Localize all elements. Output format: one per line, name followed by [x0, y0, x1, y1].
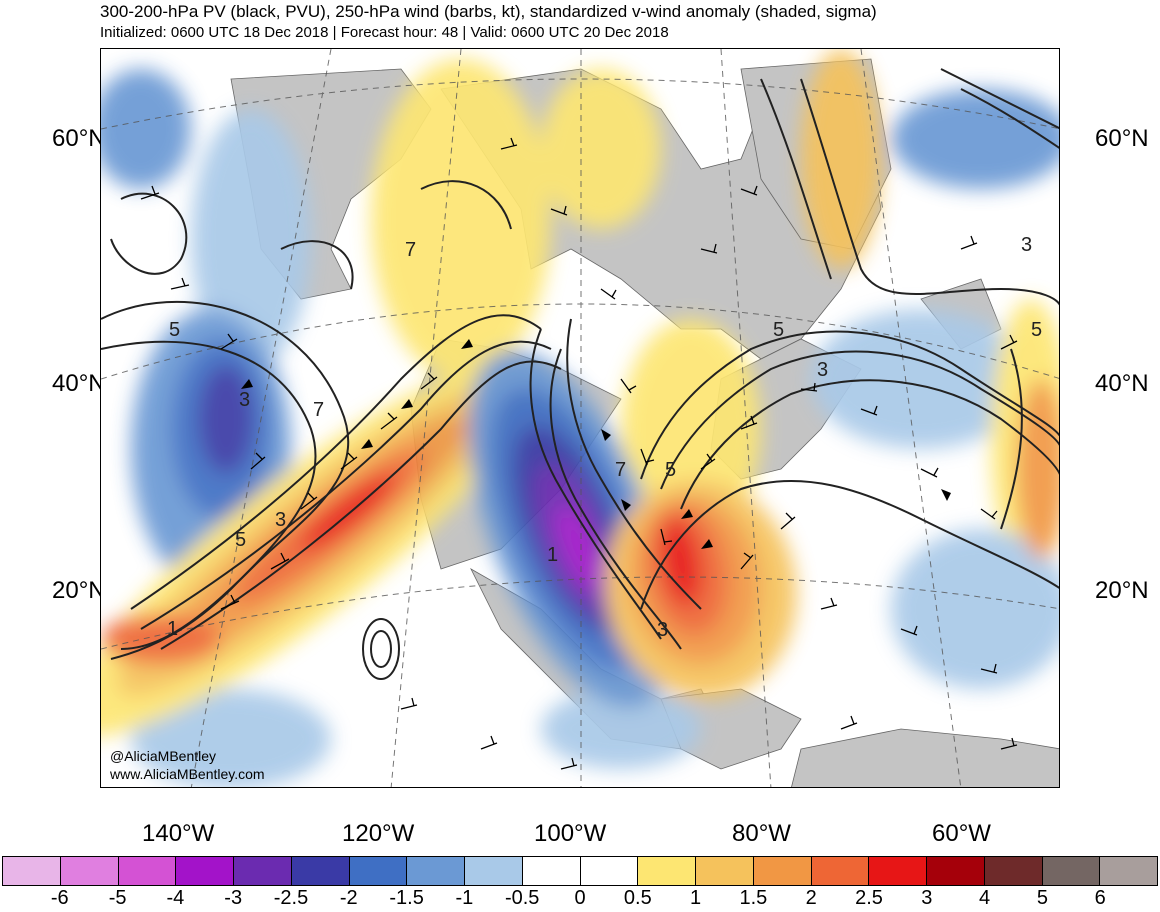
colorbar-tick-label: 2.5	[855, 887, 883, 909]
contour-label: 5	[169, 319, 180, 341]
lon-label-60w: 60°W	[932, 820, 991, 847]
lon-label-120w: 120°W	[342, 820, 415, 847]
contour-labels: 3 5 7 1 3 5 7 1 3 5 7 3 5 3 5	[167, 234, 1042, 641]
colorbar-tick-label: -0.5	[504, 887, 540, 909]
contour-label: 5	[773, 319, 784, 341]
colorbar-swatch	[580, 857, 639, 885]
credit-handle: @AliciaMBentley	[110, 748, 217, 764]
contour-label: 5	[235, 529, 246, 551]
colorbar-tick-label: -1.5	[389, 887, 424, 909]
land-south-america	[791, 728, 1059, 787]
lat-label-20n-left: 20°N	[52, 577, 106, 604]
colorbar-swatch	[696, 857, 754, 885]
colorbar-swatch	[927, 857, 985, 885]
lon-label-140w: 140°W	[142, 820, 215, 847]
lat-label-60n-right: 60°N	[1095, 125, 1149, 152]
colorbar-tick-label: -1	[455, 887, 474, 909]
chart-subtitle: Initialized: 0600 UTC 18 Dec 2018 | Fore…	[100, 24, 669, 41]
colorbar-tick-label: 1	[690, 887, 702, 909]
colorbar-tick-label: -2.5	[273, 887, 309, 909]
lat-label-20n-right: 20°N	[1095, 577, 1149, 604]
colorbar-tick-label: 0	[574, 887, 586, 909]
contour-label: 7	[313, 399, 324, 421]
contour-label: 7	[405, 239, 416, 261]
colorbar-tick-label: 4	[979, 887, 991, 909]
pv-contours	[101, 68, 1059, 680]
colorbar-tick-label: 3	[921, 887, 933, 909]
contour-label: 1	[547, 544, 558, 566]
colorbar-swatch	[407, 857, 465, 885]
map-canvas: 3 5 7 1 3 5 7 1 3 5 7 3 5 3 5	[101, 49, 1059, 787]
colorbar-swatch	[234, 857, 292, 885]
colorbar-tick-label: 1.5	[739, 887, 768, 909]
colorbar-swatch	[349, 857, 408, 885]
lat-label-40n-right: 40°N	[1095, 370, 1149, 397]
lon-label-80w: 80°W	[732, 820, 791, 847]
colorbar-tick-label: 5	[1036, 887, 1048, 909]
contour-label: 5	[1031, 319, 1042, 341]
colorbar-tick-label: -4	[166, 887, 185, 909]
lat-label-40n-left: 40°N	[52, 370, 106, 397]
colorbar-swatch	[984, 857, 1043, 885]
contour-label: 1	[167, 618, 178, 640]
contour-label: 3	[657, 619, 668, 641]
lat-label-60n-left: 60°N	[52, 125, 106, 152]
colorbar-swatch	[522, 857, 581, 885]
colorbar-swatch	[869, 857, 927, 885]
graticule	[101, 49, 1059, 787]
colorbar-swatch	[176, 857, 234, 885]
colorbar	[2, 856, 1158, 886]
wind-barbs	[140, 137, 1018, 770]
colorbar-swatch	[3, 857, 61, 885]
contour-label: 3	[1021, 234, 1032, 256]
contour-label: 3	[275, 509, 286, 531]
colorbar-swatch	[638, 857, 696, 885]
contour-label: 3	[817, 359, 828, 381]
contour-label: 5	[665, 459, 676, 481]
colorbar-swatch	[291, 857, 350, 885]
colorbar-swatch	[1100, 857, 1157, 885]
colorbar-tick-label: -5	[108, 887, 127, 909]
colorbar-swatch	[60, 857, 119, 885]
colorbar-tick-label: 6	[1094, 887, 1106, 909]
colorbar-tick-label: -3	[224, 887, 243, 909]
colorbar-swatch	[753, 857, 812, 885]
map-panel: 3 5 7 1 3 5 7 1 3 5 7 3 5 3 5	[100, 48, 1060, 788]
colorbar-tick-label: -6	[50, 887, 69, 909]
credit-site: www.AliciaMBentley.com	[110, 766, 265, 782]
colorbar-swatch	[811, 857, 870, 885]
colorbar-swatch	[465, 857, 523, 885]
colorbar-swatch	[118, 857, 177, 885]
chart-title: 300-200-hPa PV (black, PVU), 250-hPa win…	[100, 2, 877, 21]
contour-label: 3	[239, 389, 250, 411]
colorbar-tick-label: 0.5	[623, 887, 652, 909]
colorbar-swatch	[1042, 857, 1101, 885]
colorbar-tick-label: 2	[805, 887, 817, 909]
lon-label-100w: 100°W	[534, 820, 607, 847]
colorbar-tick-label: -2	[339, 887, 358, 909]
contour-label: 7	[615, 459, 626, 481]
wind-pennants	[241, 339, 951, 549]
